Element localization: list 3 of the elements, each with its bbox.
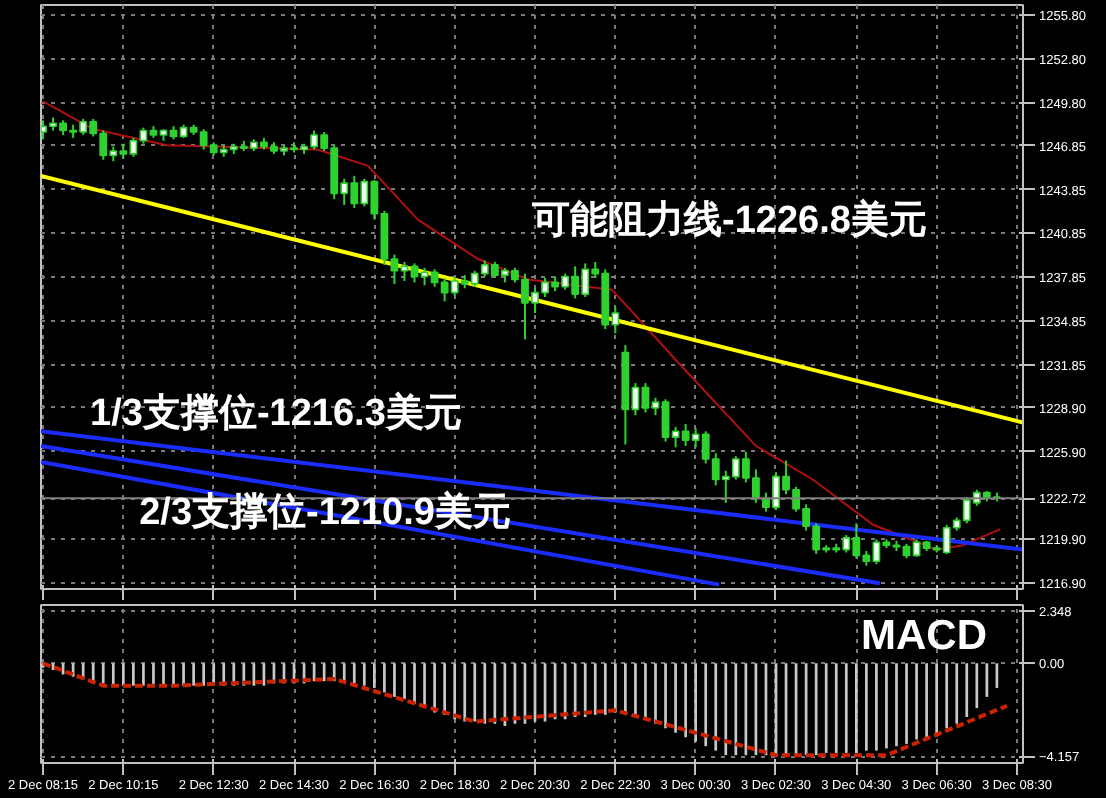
- annotation: MACD: [861, 613, 988, 659]
- annotation: 可能阻力线-1226.8美元: [530, 198, 927, 243]
- annotation: 1/3支撑位-1216.3美元: [90, 390, 462, 435]
